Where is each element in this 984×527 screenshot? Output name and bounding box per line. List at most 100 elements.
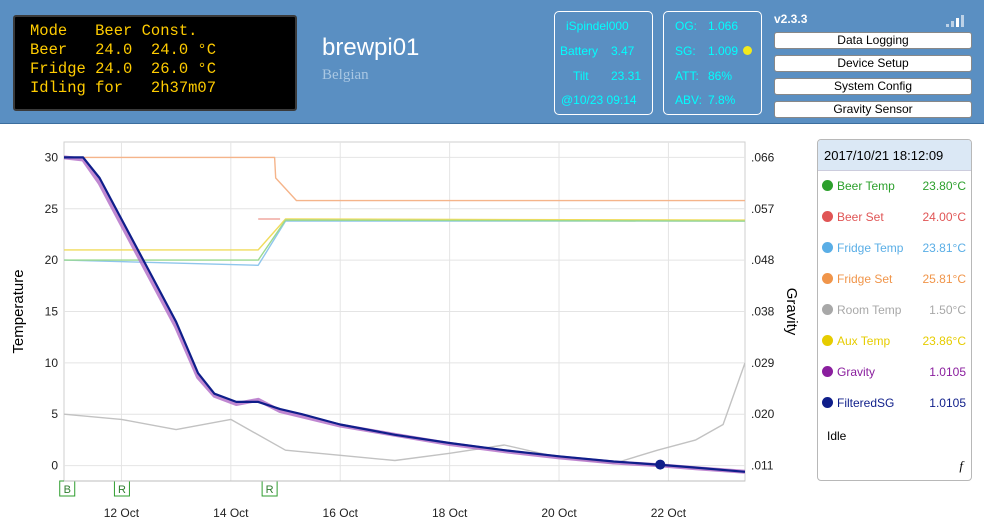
legend-item-value: 23.81°C <box>922 241 967 255</box>
battery-label: Battery <box>560 44 599 58</box>
series-line-beer-temp <box>64 219 745 261</box>
tilt-label: Tilt <box>573 69 589 83</box>
legend-color-dot <box>822 397 833 408</box>
y-tick-label: 10 <box>45 356 59 370</box>
legend-item-value: 1.50°C <box>929 303 966 317</box>
y-tick-label: 30 <box>45 150 59 164</box>
sg-value: 1.009 <box>708 44 739 58</box>
ispindel-panel: iSpindel000 Battery 3.47 Tilt 23.31 @10/… <box>554 11 653 115</box>
ispindel-name: iSpindel000 <box>566 19 629 33</box>
og-label: OG: <box>675 19 698 33</box>
y-tick-label: 15 <box>45 305 59 319</box>
y-axis-label: Temperature <box>10 269 27 353</box>
data-logging-button[interactable]: Data Logging <box>774 32 972 49</box>
legend-item-name: Fridge Set <box>837 272 893 286</box>
legend-color-dot <box>822 242 833 253</box>
y2-tick-label: .038 <box>751 305 775 319</box>
annotation-marker-label: B <box>64 484 71 496</box>
legend-color-dot <box>822 304 833 315</box>
legend-item-value: 23.80°C <box>922 179 967 193</box>
legend-item-fridge-set[interactable]: Fridge Set 25.81°C <box>818 270 971 290</box>
chart-svg[interactable]: 0 .011 5 .020 10 .029 15 .038 20 .048 25 .057 30 .066… <box>2 124 810 527</box>
series-line-room-temp <box>64 362 745 465</box>
legend-item-name: Beer Temp <box>837 179 895 193</box>
att-label: ATT: <box>675 69 699 83</box>
tilt-value: 23.31 <box>611 69 642 83</box>
x-tick-label: 12 Oct <box>104 506 140 520</box>
series-line-fridge-set <box>64 156 745 202</box>
legend-item-value: 24.00°C <box>922 210 967 224</box>
legend-color-dot <box>822 366 833 377</box>
legend-item-value: 23.86°C <box>922 334 967 348</box>
legend-item-filteredsg[interactable]: FilteredSG 1.0105 <box>818 394 971 414</box>
legend-item-aux-temp[interactable]: Aux Temp 23.86°C <box>818 332 971 352</box>
og-value: 1.066 <box>708 19 739 33</box>
version-label: v2.3.3 <box>774 12 808 26</box>
legend-item-value: 25.81°C <box>922 272 967 286</box>
legend-color-dot <box>822 335 833 346</box>
legend-item-gravity[interactable]: Gravity 1.0105 <box>818 363 971 383</box>
page-title: brewpi01 <box>322 34 420 61</box>
y2-tick-label: .020 <box>751 407 775 421</box>
lcd-line-state: Idling for 2h37m07 <box>30 79 217 97</box>
annotation-marker-label: R <box>118 484 126 496</box>
abv-value: 7.8% <box>708 93 736 107</box>
lcd-display: Mode Beer Const. Beer 24.0 24.0 °C Fridg… <box>13 15 297 111</box>
legend-item-value: 1.0105 <box>929 396 966 410</box>
legend-color-dot <box>822 273 833 284</box>
gravity-panel: OG: 1.066 SG: 1.009 ATT: 86% ABV: 7.8% <box>663 11 762 115</box>
device-setup-button[interactable]: Device Setup <box>774 55 972 72</box>
sg-indicator-dot <box>743 46 752 55</box>
ispindel-timestamp: @10/23 09:14 <box>561 93 637 107</box>
y2-tick-label: .011 <box>751 459 774 473</box>
lcd-line-beer: Beer 24.0 24.0 °C <box>30 41 217 59</box>
x-tick-label: 20 Oct <box>541 506 577 520</box>
system-config-button[interactable]: System Config <box>774 78 972 95</box>
y-tick-label: 0 <box>51 459 58 473</box>
legend-datetime: 2017/10/21 18:12:09 <box>818 140 971 171</box>
x-tick-label: 16 Oct <box>323 506 359 520</box>
temperature-gravity-chart[interactable]: 0 .011 5 .020 10 .029 15 .038 20 .048 25 .057 30 .066… <box>2 124 810 527</box>
header-bar: Mode Beer Const. Beer 24.0 24.0 °C Fridg… <box>0 0 984 124</box>
legend-item-name: Beer Set <box>837 210 884 224</box>
current-gravity-point <box>655 459 666 470</box>
y-tick-label: 5 <box>51 407 58 421</box>
legend-item-beer-set[interactable]: Beer Set 24.00°C <box>818 208 971 228</box>
y-tick-label: 25 <box>45 202 59 216</box>
legend-item-value: 1.0105 <box>929 365 966 379</box>
legend-item-beer-temp[interactable]: Beer Temp 23.80°C <box>818 177 971 197</box>
series-line-aux-temp <box>64 218 745 251</box>
y2-tick-label: .029 <box>751 356 775 370</box>
lcd-line-fridge: Fridge 24.0 26.0 °C <box>30 60 217 78</box>
annotation-marker-label: R <box>266 484 274 496</box>
lcd-line-mode: Mode Beer Const. <box>30 22 198 40</box>
controller-state: Idle <box>827 429 847 443</box>
legend-item-room-temp[interactable]: Room Temp 1.50°C <box>818 301 971 321</box>
y-tick-label: 20 <box>45 253 59 267</box>
x-tick-label: 18 Oct <box>432 506 468 520</box>
legend-panel: 2017/10/21 18:12:09 Beer Temp 23.80°C Beer… <box>817 139 972 481</box>
beer-name: Belgian <box>322 67 369 83</box>
y2-tick-label: .057 <box>751 202 775 216</box>
sg-label: SG: <box>675 44 696 58</box>
legend-item-name: Aux Temp <box>837 334 891 348</box>
y2-tick-label: .048 <box>751 253 775 267</box>
legend-item-name: Room Temp <box>837 303 902 317</box>
legend-color-dot <box>822 180 833 191</box>
series-line-filteredsg <box>64 156 745 473</box>
y2-tick-label: .066 <box>751 150 775 164</box>
legend-color-dot <box>822 211 833 222</box>
x-tick-label: 14 Oct <box>213 506 249 520</box>
abv-label: ABV: <box>675 93 702 107</box>
legend-item-name: Fridge Temp <box>837 241 904 255</box>
y2-axis-label: Gravity <box>783 288 800 336</box>
formula-icon[interactable]: f <box>959 458 963 473</box>
legend-item-fridge-temp[interactable]: Fridge Temp 23.81°C <box>818 239 971 259</box>
legend-item-name: Gravity <box>837 365 876 379</box>
battery-value: 3.47 <box>611 44 635 58</box>
gravity-sensor-button[interactable]: Gravity Sensor <box>774 101 972 118</box>
legend-item-name: FilteredSG <box>837 396 895 410</box>
wifi-signal-icon <box>946 15 970 27</box>
x-tick-label: 22 Oct <box>651 506 687 520</box>
att-value: 86% <box>708 69 733 83</box>
